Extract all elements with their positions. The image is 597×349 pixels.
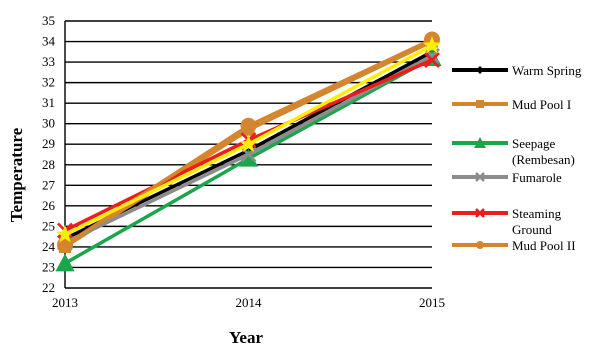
- y-tick-label: 26: [42, 198, 56, 213]
- y-tick-label: 30: [42, 116, 55, 131]
- y-axis-label: Temperature: [7, 127, 26, 222]
- legend-label: Seepage (Rembesan): [512, 136, 575, 167]
- x-tick-labels: 2013 2014 2015: [52, 295, 445, 310]
- y-tick-label: 28: [42, 157, 55, 172]
- y-tick-label: 35: [42, 13, 55, 28]
- y-tick-label: 29: [42, 136, 55, 151]
- data-point-5-0: [57, 236, 73, 253]
- y-tick-label: 27: [42, 177, 56, 192]
- data-point-2-0: [55, 253, 75, 272]
- legend-label-line: Seepage: [512, 136, 556, 151]
- x-tick-label: 2013: [52, 295, 78, 310]
- series-group: [55, 31, 442, 272]
- data-point-6-2: [422, 36, 442, 54]
- data-point-2-1: [238, 149, 259, 167]
- data-point-4-2: [424, 52, 440, 68]
- x-axis-label: Year: [229, 328, 263, 347]
- legend-label: Mud Pool II: [512, 238, 576, 253]
- y-tick-labels: 22 23 24 25 26 27 28 29 30 31 32 33 34 35: [42, 13, 56, 295]
- legend-label-line: Ground: [512, 222, 552, 237]
- grid-lines: [64, 20, 432, 289]
- legend-marker: [476, 66, 484, 74]
- legend: Warm Spring Mud Pool I Seepage (Rembesan) Fu…: [452, 63, 582, 253]
- legend-label: Fumarole: [512, 170, 562, 185]
- legend-label: Steaming Ground: [512, 206, 562, 237]
- legend-label-line: (Rembesan): [512, 152, 575, 167]
- y-tick-label: 31: [42, 95, 55, 110]
- y-tick-label: 32: [42, 75, 55, 90]
- legend-label-line: Steaming: [512, 206, 562, 221]
- legend-marker: [475, 172, 485, 182]
- legend-marker: [474, 137, 486, 148]
- y-tick-label: 33: [42, 54, 55, 69]
- legend-marker: [476, 100, 484, 108]
- legend-label: Warm Spring: [512, 63, 582, 78]
- x-tick-label: 2014: [236, 295, 263, 310]
- legend-label: Mud Pool I: [512, 97, 571, 112]
- data-point-6-1: [239, 134, 258, 152]
- y-tick-label: 22: [42, 280, 55, 295]
- y-tick-label: 25: [42, 218, 55, 233]
- legend-marker: [475, 208, 485, 218]
- data-point-5-1: [240, 117, 257, 134]
- data-point-6-0: [55, 225, 75, 243]
- x-tick-label: 2015: [419, 295, 445, 310]
- y-tick-label: 24: [42, 239, 56, 254]
- y-tick-label: 23: [42, 259, 55, 274]
- legend-marker: [476, 241, 484, 249]
- y-tick-label: 34: [42, 34, 56, 49]
